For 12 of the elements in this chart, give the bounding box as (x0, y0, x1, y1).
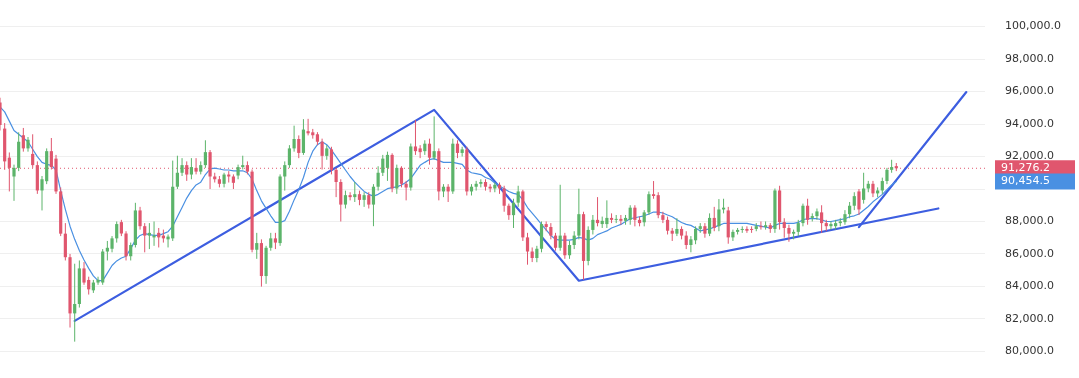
y-tick-label: 80,000.0 (1005, 344, 1054, 358)
y-tick-label: 88,000.0 (1005, 214, 1054, 228)
y-tick-label: 92,000.0 (1005, 149, 1054, 163)
y-tick-label: 84,000.0 (1005, 279, 1054, 293)
text: 90,454.5 (1001, 174, 1050, 188)
y-tick-label: 100,000.0 (1005, 19, 1061, 33)
y-tick-label: 96,000.0 (1005, 84, 1054, 98)
y-tick-label: 86,000.0 (1005, 246, 1054, 260)
y-tick-label: 98,000.0 (1005, 51, 1054, 65)
y-tick-label: 82,000.0 (1005, 311, 1054, 325)
ref-line-label: 91,276.2 (1001, 161, 1050, 175)
y-tick-label: 94,000.0 (1005, 116, 1054, 130)
